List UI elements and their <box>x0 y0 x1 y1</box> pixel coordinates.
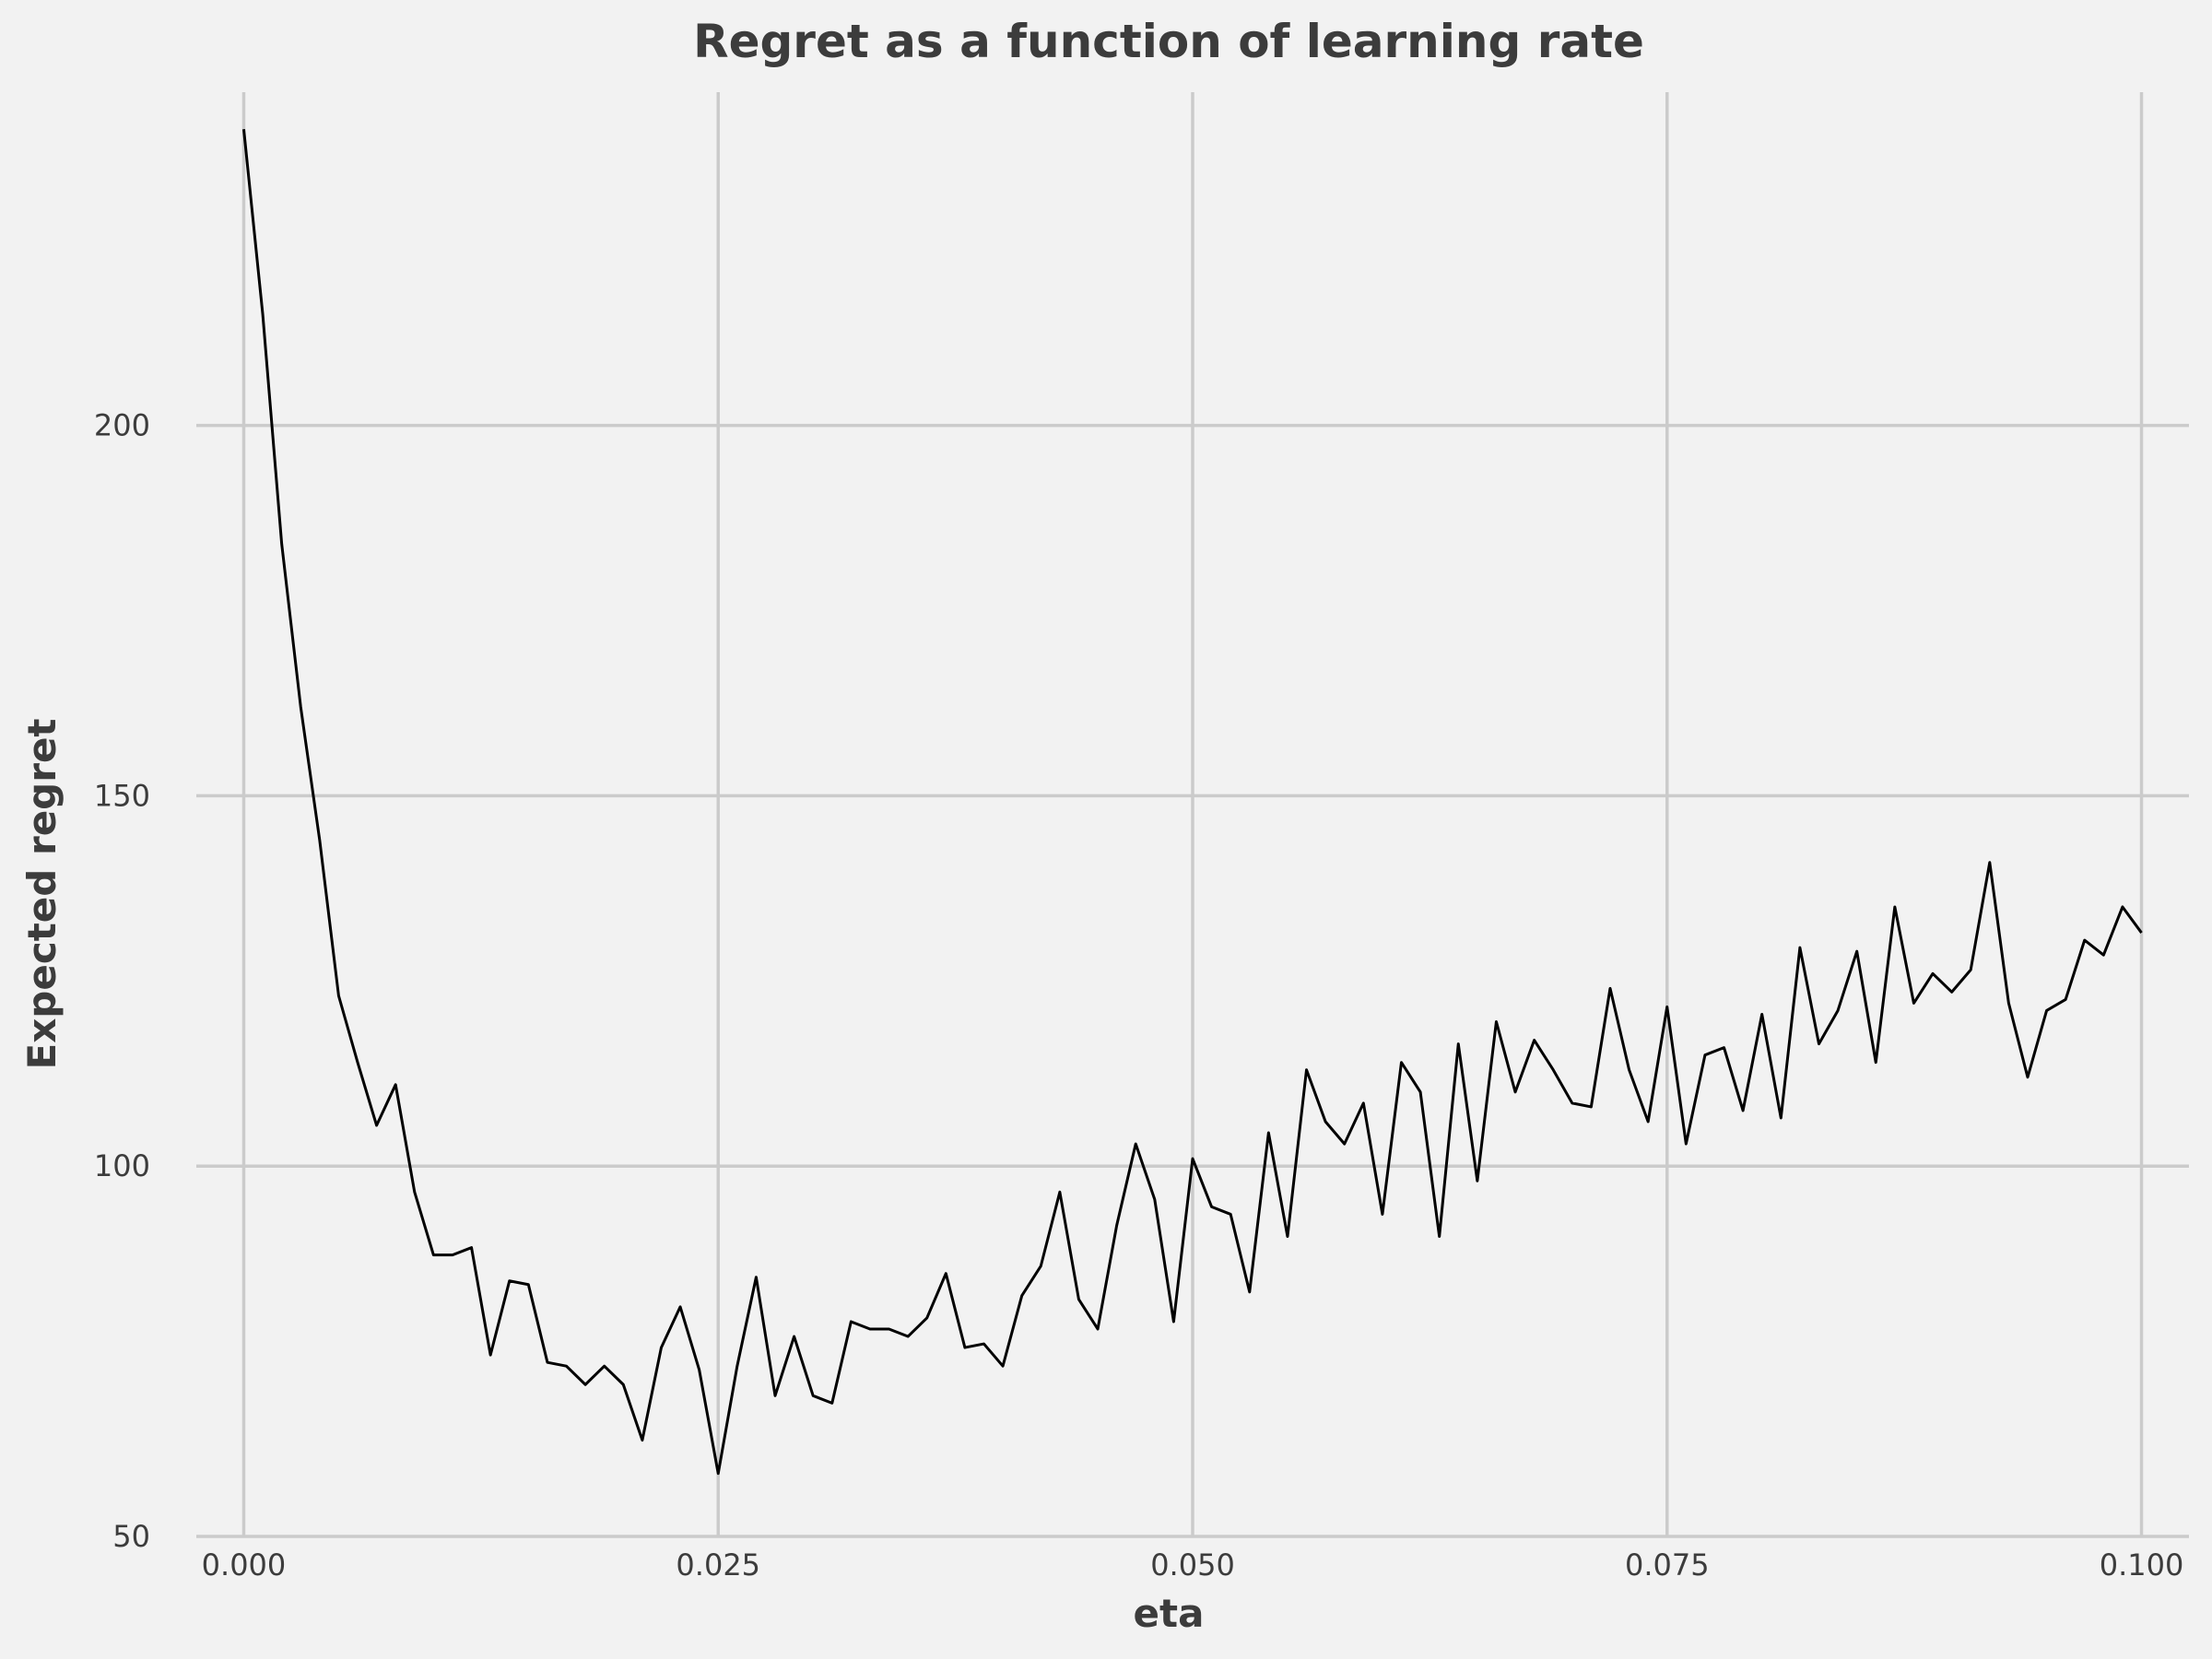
y-tick-label: 200 <box>94 408 150 443</box>
y-tick-label: 150 <box>94 778 150 813</box>
x-axis-label: eta <box>1134 1591 1205 1636</box>
y-axis-label: Expected regret <box>19 718 65 1069</box>
series-layer <box>241 129 2143 1476</box>
x-tick-label: 0.075 <box>1625 1547 1710 1583</box>
y-tick-label: 100 <box>94 1148 150 1183</box>
x-tick-label: 0.000 <box>202 1547 287 1583</box>
x-tick-label: 0.100 <box>2100 1547 2184 1583</box>
y-tick-label: 50 <box>112 1519 150 1554</box>
chart-title: Regret as a function of learning rate <box>693 15 1644 68</box>
series-line <box>241 129 2143 1476</box>
x-tick-label: 0.050 <box>1150 1547 1235 1583</box>
gridlines <box>196 92 2189 1538</box>
tick-labels: 0.000 0.025 0.050 0.075 0.100 50 100 150 200 <box>94 408 2183 1583</box>
x-tick-label: 0.025 <box>676 1547 760 1583</box>
